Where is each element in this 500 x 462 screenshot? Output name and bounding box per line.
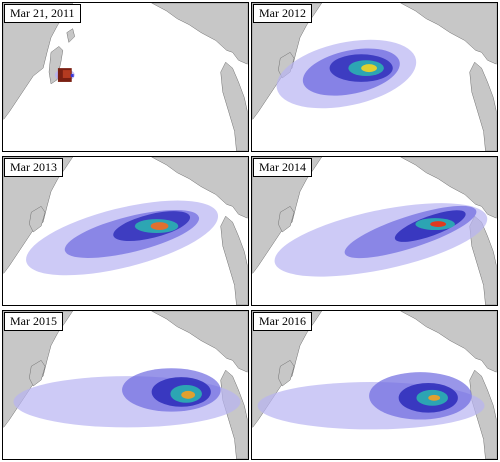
debris-field bbox=[54, 68, 75, 82]
panel-date-label: Mar 2013 bbox=[4, 158, 63, 177]
land-masses bbox=[3, 157, 248, 305]
pacific-map bbox=[3, 3, 248, 151]
panel-date-label: Mar 21, 2011 bbox=[4, 4, 81, 23]
map-panel-2014: Mar 2014 bbox=[251, 156, 498, 306]
land-masses bbox=[252, 157, 497, 305]
panel-date-label: Mar 2016 bbox=[253, 312, 312, 331]
map-panel-2011: Mar 21, 2011 bbox=[2, 2, 249, 152]
map-panel-2016: Mar 2016 bbox=[251, 310, 498, 460]
pacific-map bbox=[252, 3, 497, 151]
debris-field bbox=[276, 39, 417, 109]
pacific-map bbox=[3, 157, 248, 305]
debris-field bbox=[274, 203, 488, 277]
debris-field bbox=[26, 200, 219, 276]
map-panel-2012: Mar 2012 bbox=[251, 2, 498, 152]
map-panel-2015: Mar 2015 bbox=[2, 310, 249, 460]
debris-field bbox=[257, 372, 485, 430]
debris-field bbox=[13, 368, 241, 428]
map-panel-2013: Mar 2013 bbox=[2, 156, 249, 306]
pacific-map bbox=[252, 157, 497, 305]
panel-date-label: Mar 2015 bbox=[4, 312, 63, 331]
pacific-map bbox=[3, 311, 248, 459]
land-masses bbox=[252, 3, 497, 151]
pacific-map bbox=[252, 311, 497, 459]
panel-date-label: Mar 2014 bbox=[253, 158, 312, 177]
land-masses bbox=[3, 3, 248, 151]
panel-date-label: Mar 2012 bbox=[253, 4, 312, 23]
